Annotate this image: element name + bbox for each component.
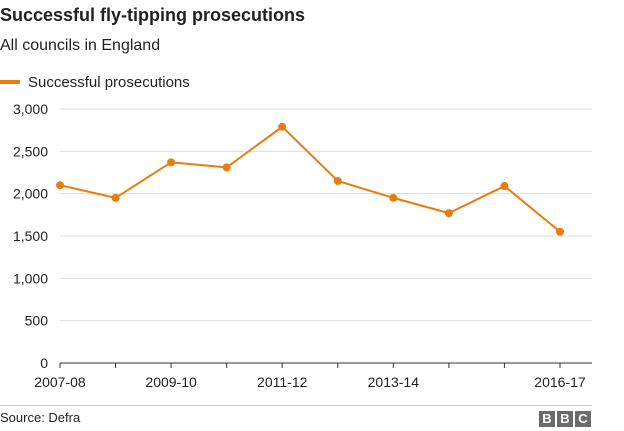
y-tick-label: 2,500 [13, 143, 48, 159]
footer-divider [0, 405, 592, 406]
x-tick-label: 2009-10 [145, 374, 197, 390]
data-point [333, 176, 342, 185]
data-point [556, 227, 564, 236]
chart-title: Successful fly-tipping prosecutions [0, 5, 306, 25]
y-tick-label: 500 [25, 313, 49, 329]
bbc-logo-letter: C [575, 411, 591, 427]
legend: Successful prosecutions [0, 73, 190, 91]
y-tick-label: 3,000 [13, 101, 48, 117]
y-tick-label: 2,000 [13, 186, 48, 202]
chart-subtitle: All councils in England [0, 37, 161, 54]
data-point [56, 181, 64, 190]
y-tick-label: 1,500 [13, 228, 48, 244]
x-tick-label: 2011-12 [257, 374, 308, 390]
x-tick-label: 2007-08 [34, 374, 86, 390]
source-note: Source: Defra [0, 410, 81, 425]
x-tick-label: 2013-14 [368, 374, 420, 390]
series-line [59, 125, 561, 233]
y-tick-label: 1,000 [13, 270, 48, 286]
x-tick-label: 2016-17 [534, 374, 586, 390]
y-tick-label: 0 [40, 355, 48, 371]
legend-label: Successful prosecutions [28, 73, 190, 91]
data-point [500, 182, 509, 191]
data-point [222, 163, 231, 172]
data-point [167, 158, 176, 167]
bbc-logo-letter: B [557, 411, 573, 427]
data-point [278, 122, 287, 131]
bbc-logo-letter: B [539, 411, 555, 427]
data-point [389, 193, 398, 202]
legend-swatch [0, 80, 20, 84]
data-point [444, 209, 453, 218]
bbc-logo: B B C [539, 411, 591, 427]
data-point [111, 193, 120, 202]
